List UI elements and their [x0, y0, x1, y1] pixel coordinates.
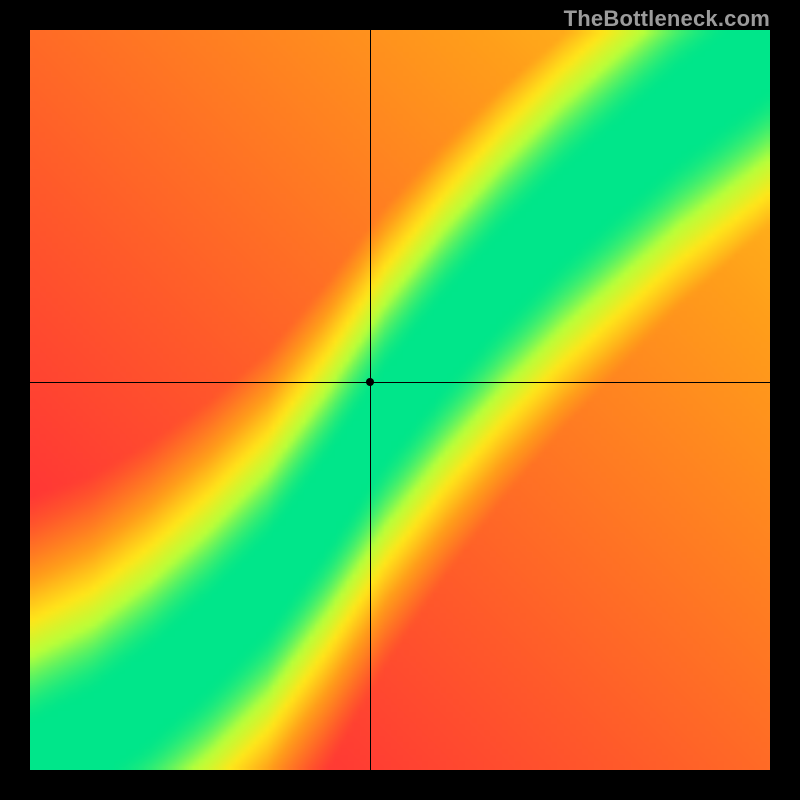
crosshair-horizontal: [30, 382, 770, 383]
plot-area: [30, 30, 770, 770]
crosshair-marker: [366, 378, 374, 386]
heatmap-canvas: [30, 30, 770, 770]
watermark-text: TheBottleneck.com: [564, 6, 770, 32]
outer-frame: TheBottleneck.com: [0, 0, 800, 800]
crosshair-vertical: [370, 30, 371, 770]
